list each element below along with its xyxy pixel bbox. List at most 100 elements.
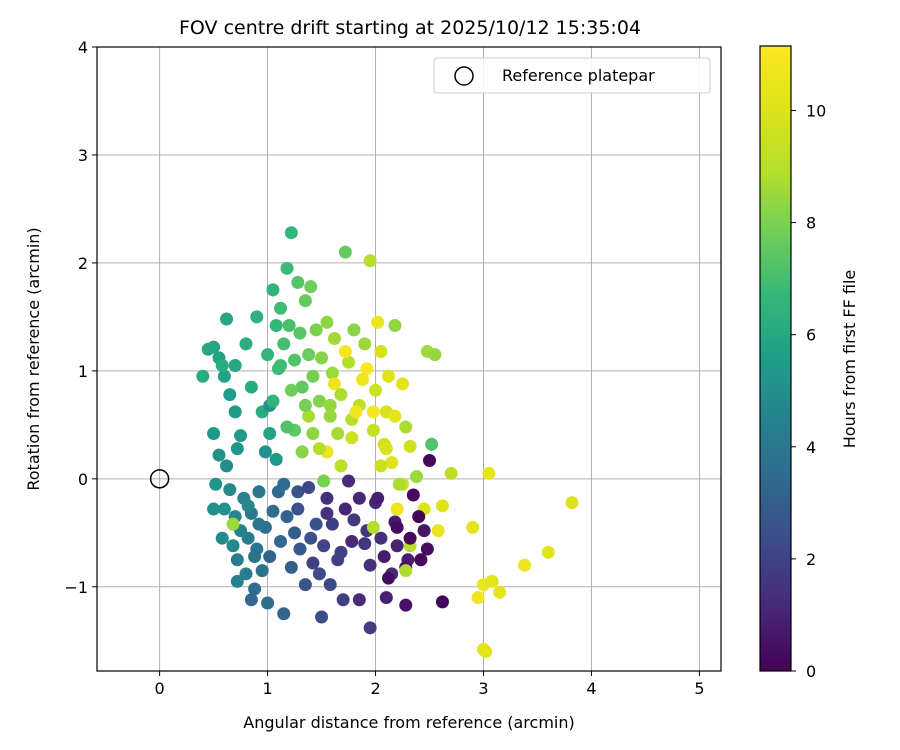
data-point xyxy=(479,645,493,659)
data-point xyxy=(280,420,294,434)
data-point xyxy=(269,319,283,333)
data-point xyxy=(342,474,356,488)
data-point xyxy=(261,596,275,610)
data-point xyxy=(277,337,291,351)
x-axis-label: Angular distance from reference (arcmin) xyxy=(243,713,574,732)
data-point xyxy=(338,344,352,358)
data-point xyxy=(317,474,331,488)
data-point xyxy=(399,564,413,578)
data-point xyxy=(328,331,342,345)
data-point xyxy=(317,539,331,553)
data-point xyxy=(323,398,337,412)
data-point xyxy=(220,459,234,473)
y-tick-label: 4 xyxy=(78,38,88,57)
data-point xyxy=(420,542,434,556)
colorbar-tick-label: 4 xyxy=(806,438,816,457)
y-axis-ticks: −1 0 1 2 3 4 xyxy=(64,38,97,597)
y-axis-label: Rotation from reference (arcmin) xyxy=(24,227,43,490)
x-tick-label: 0 xyxy=(155,679,165,698)
data-point xyxy=(466,520,480,534)
data-point xyxy=(358,337,372,351)
data-point xyxy=(363,621,377,635)
data-point xyxy=(399,598,413,612)
data-point xyxy=(312,442,326,456)
data-point xyxy=(250,310,264,324)
data-point xyxy=(291,502,305,516)
data-point xyxy=(390,520,404,534)
data-point xyxy=(266,504,280,518)
data-point xyxy=(302,348,316,362)
data-point xyxy=(412,510,426,524)
data-point xyxy=(228,358,242,372)
data-point xyxy=(374,531,388,545)
data-point xyxy=(284,383,298,397)
data-point xyxy=(352,593,366,607)
data-point xyxy=(325,517,339,531)
data-point xyxy=(309,517,323,531)
data-point xyxy=(277,477,291,491)
data-point xyxy=(349,405,363,419)
data-point xyxy=(381,571,395,585)
data-point xyxy=(196,369,210,383)
data-point xyxy=(338,502,352,516)
grid-lines xyxy=(97,46,721,671)
legend-marker-icon xyxy=(454,66,474,86)
data-point xyxy=(371,491,385,505)
x-tick-label: 2 xyxy=(370,679,380,698)
data-point xyxy=(315,610,329,624)
data-point xyxy=(388,319,402,333)
data-point xyxy=(215,358,229,372)
colorbar-tick-label: 0 xyxy=(806,662,816,681)
x-tick-label: 3 xyxy=(478,679,488,698)
data-point xyxy=(212,448,226,462)
data-point xyxy=(328,377,342,391)
data-point xyxy=(331,426,345,440)
data-point xyxy=(369,383,383,397)
plot-frame xyxy=(96,46,722,672)
data-point xyxy=(255,564,269,578)
data-point xyxy=(320,491,334,505)
data-point xyxy=(338,245,352,259)
reference-point-marker xyxy=(149,469,170,489)
colorbar-tick-label: 6 xyxy=(806,326,816,345)
data-point xyxy=(261,348,275,362)
data-point xyxy=(406,488,420,502)
data-point xyxy=(390,502,404,516)
data-point xyxy=(366,423,380,437)
data-point xyxy=(293,542,307,556)
data-point xyxy=(371,315,385,329)
data-point xyxy=(284,560,298,574)
data-point xyxy=(295,445,309,459)
data-point xyxy=(312,567,326,581)
data-point xyxy=(291,275,305,289)
data-point xyxy=(293,326,307,340)
colorbar-gradient xyxy=(760,46,791,671)
data-point xyxy=(334,388,348,402)
data-point xyxy=(363,558,377,572)
data-point xyxy=(403,531,417,545)
data-point xyxy=(518,558,532,572)
data-point xyxy=(565,496,579,510)
data-point xyxy=(252,517,266,531)
data-point xyxy=(306,369,320,383)
data-point xyxy=(223,483,237,497)
data-point xyxy=(258,445,272,459)
data-point xyxy=(295,380,309,394)
x-tick-label: 1 xyxy=(262,679,272,698)
data-point xyxy=(388,409,402,423)
data-point xyxy=(298,578,312,592)
y-tick-label: 3 xyxy=(78,146,88,165)
y-tick-label: 1 xyxy=(78,362,88,381)
data-point xyxy=(392,477,406,491)
data-point xyxy=(363,254,377,268)
data-point xyxy=(302,480,316,494)
data-point xyxy=(334,545,348,559)
data-point xyxy=(288,353,302,367)
data-point xyxy=(217,502,231,516)
data-point xyxy=(347,323,361,337)
data-point xyxy=(298,398,312,412)
data-point xyxy=(381,369,395,383)
data-point xyxy=(302,409,316,423)
data-point xyxy=(334,459,348,473)
data-point xyxy=(336,593,350,607)
